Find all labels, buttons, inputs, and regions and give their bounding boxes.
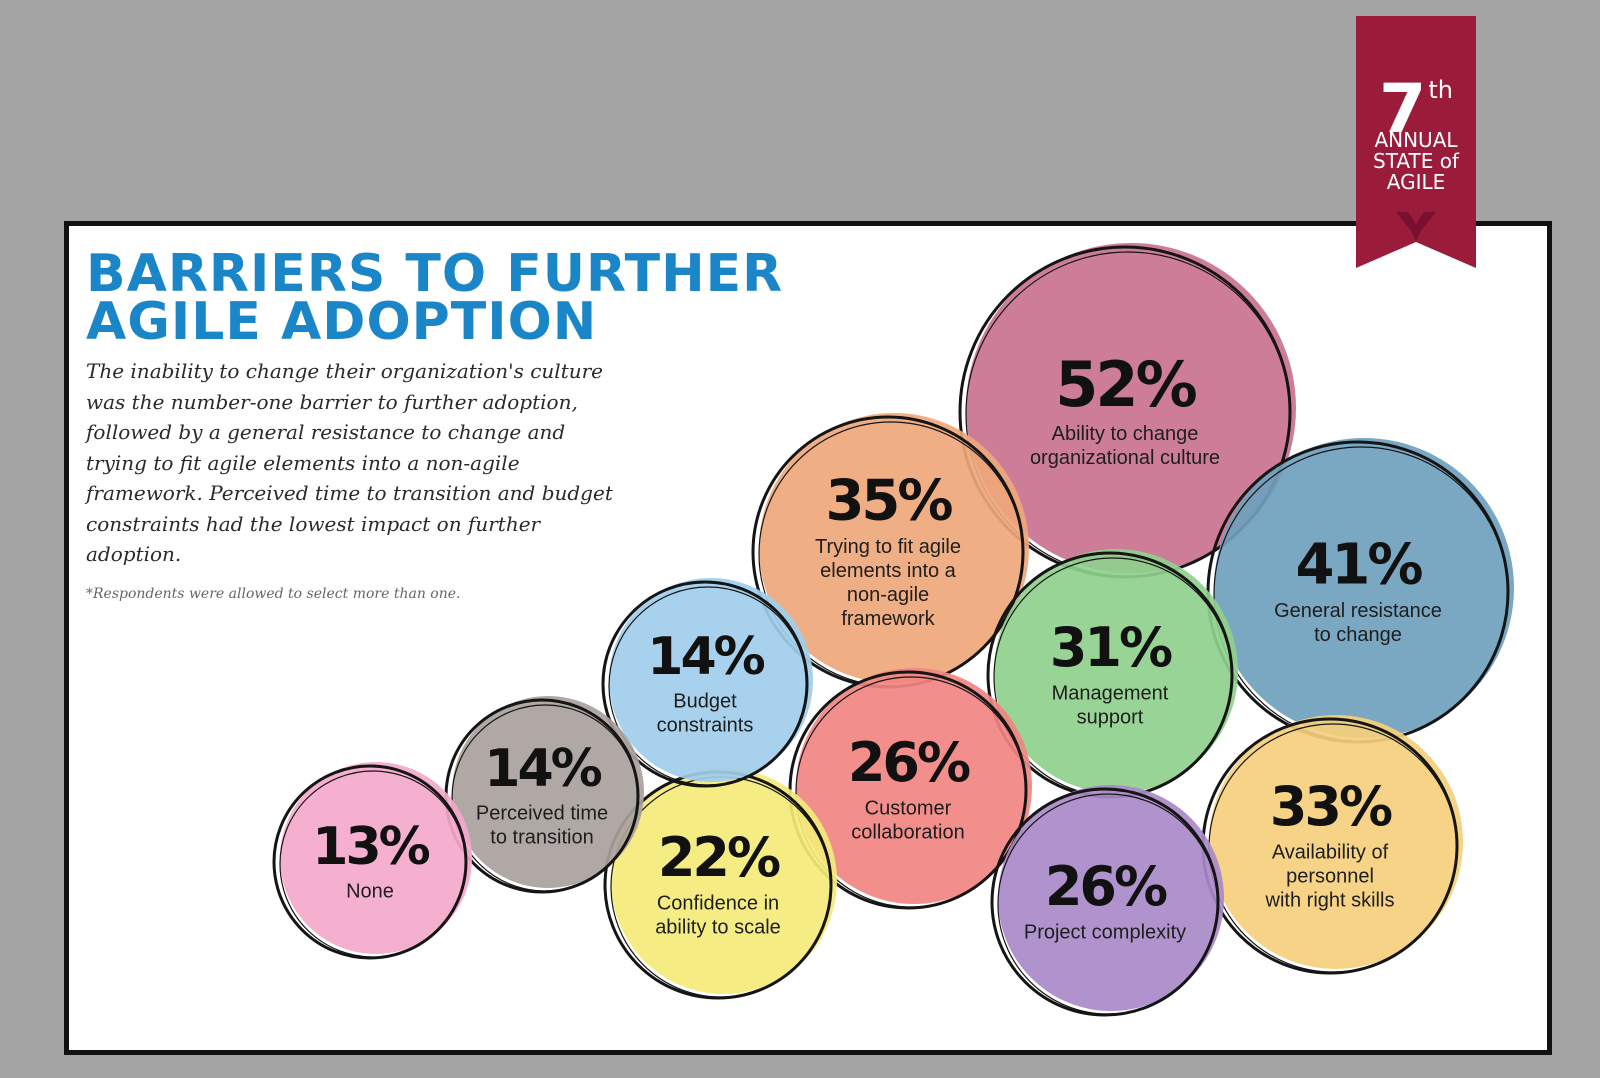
bubble-fill	[759, 413, 1029, 683]
bubble-fill	[1214, 438, 1514, 738]
bubble-outline-sketch	[997, 793, 1219, 1015]
badge-ordinal: th	[1428, 76, 1453, 104]
badge-line-2: STATE of	[1373, 149, 1459, 173]
bubble-label: personnel	[1286, 865, 1374, 887]
bubble-label: Ability to change	[1052, 423, 1199, 445]
page-title-line-2: AGILE ADOPTION	[86, 292, 598, 352]
badge-number-value: 7	[1379, 70, 1427, 149]
bubble-outline-sketch	[608, 586, 808, 786]
bubble-label: Confidence in	[657, 892, 779, 914]
bubble-fill	[998, 785, 1224, 1011]
bubble-label: Budget	[673, 690, 737, 712]
bubble-label: framework	[841, 608, 935, 630]
bubble-fill	[1209, 715, 1463, 969]
bubble-value: 33%	[1270, 775, 1392, 838]
bubble-fill	[611, 768, 837, 994]
bubble-label: support	[1077, 706, 1144, 728]
bubble-label: None	[346, 880, 394, 902]
bubble-fill	[966, 243, 1296, 573]
bubble-label: non-agile	[847, 584, 929, 606]
bubble-label: Management	[1052, 682, 1169, 704]
badge-number: 7th	[1356, 56, 1476, 144]
bubble-value: 22%	[658, 826, 780, 889]
bubble-fill	[452, 696, 644, 888]
bubble-label: with right skills	[1265, 889, 1395, 911]
bubble-label: constraints	[657, 714, 754, 736]
bubble-value: 41%	[1295, 533, 1422, 598]
bubble-label: Project complexity	[1024, 921, 1186, 943]
bubble-fill	[994, 549, 1238, 793]
bubble-value: 35%	[825, 469, 952, 534]
state-of-agile-badge: 7th ANNUAL STATE of AGILE	[1356, 16, 1476, 272]
bubble-label: Trying to fit agile	[815, 536, 961, 558]
logo-mark-icon	[1396, 212, 1436, 242]
badge-line-1: ANNUAL	[1374, 128, 1458, 152]
bubble-outline-sketch	[279, 770, 467, 958]
bubble-label: elements into a	[820, 560, 957, 582]
bubble-value: 14%	[484, 739, 601, 799]
badge-line-3: AGILE	[1386, 170, 1446, 194]
bubble-value: 14%	[647, 627, 764, 687]
bubble-label: Perceived time	[476, 802, 608, 824]
bubble-fill	[609, 578, 813, 782]
bubble-label: to transition	[490, 826, 593, 848]
bubble-value: 26%	[1045, 855, 1167, 918]
bubble-fill	[280, 762, 472, 954]
bubble-value: 52%	[1055, 348, 1196, 421]
bubble-label: ability to scale	[655, 916, 781, 938]
bubble-label: to change	[1314, 624, 1402, 646]
bubble-label: collaboration	[851, 821, 964, 843]
bubble-label: Customer	[865, 797, 952, 819]
bubble-label: organizational culture	[1030, 447, 1220, 469]
page-title-line-1: BARRIERS TO FURTHER	[86, 244, 784, 304]
bubble-7: 22% Confidence inability to scale	[603, 768, 837, 1000]
bubble-6: 26% Project complexity	[990, 785, 1224, 1017]
bubble-fill	[796, 668, 1032, 904]
bubble-label: Availability of	[1272, 841, 1389, 863]
bubble-10: 13% None	[272, 762, 472, 960]
ribbon-shape	[1356, 16, 1476, 268]
bubble-outline-sketch	[451, 704, 639, 892]
bubble-outline-sketch	[795, 676, 1027, 908]
bubble-value: 31%	[1050, 616, 1172, 679]
bubble-value: 13%	[312, 817, 429, 877]
bubble-value: 26%	[848, 731, 970, 794]
footnote-text: *Respondents were allowed to select more…	[86, 586, 461, 602]
description-text: The inability to change their organizati…	[86, 359, 613, 566]
bubble-label: General resistance	[1274, 600, 1442, 622]
